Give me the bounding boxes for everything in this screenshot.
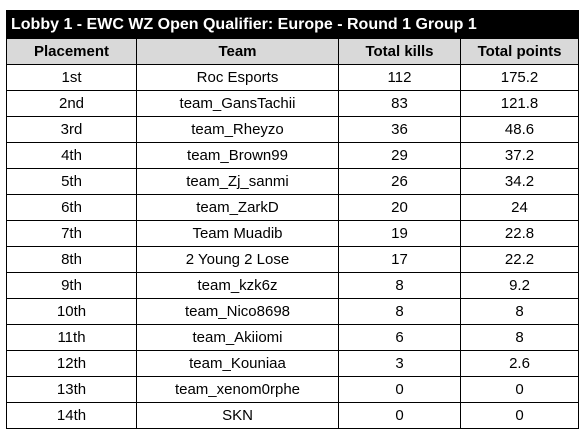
table-cell: 22.8 [459,220,580,247]
table-row: 4th team_Brown99 29 37.2 [6,142,580,169]
table-cell: 9th [6,272,137,299]
table-cell: 8 [459,324,580,351]
table-row: 12th team_Kouniaa 3 2.6 [6,350,580,377]
title-row: Lobby 1 - EWC WZ Open Qualifier: Europe … [5,10,580,39]
table-cell: 24 [459,194,580,221]
table-row: 8th 2 Young 2 Lose 17 22.2 [6,246,580,273]
table-cell: 17 [338,246,461,273]
table-cell: 4th [6,142,137,169]
table-row: 5th team_Zj_sanmi 26 34.2 [6,168,580,195]
table-cell: 12th [6,350,137,377]
table-cell: 37.2 [459,142,580,169]
table-cell: team_GansTachii [136,90,339,117]
table-cell: 3 [338,350,461,377]
table-cell: team_kzk6z [136,272,339,299]
header-row: Placement Team Total kills Total points [6,38,580,65]
table-cell: team_Nico8698 [136,298,339,325]
table-cell: 36 [338,116,461,143]
table-cell: 0 [459,402,580,429]
table-row: 14th SKN 0 0 [6,402,580,429]
table-cell: 19 [338,220,461,247]
table-cell: 11th [6,324,137,351]
table-cell: team_Kouniaa [136,350,339,377]
table-cell: Team Muadib [136,220,339,247]
table-row: 11th team_Akiiomi 6 8 [6,324,580,351]
table-cell: 6th [6,194,137,221]
table-cell: team_Brown99 [136,142,339,169]
table-cell: team_Rheyzo [136,116,339,143]
table-cell: 112 [338,64,461,91]
table-row: 7th Team Muadib 19 22.8 [6,220,580,247]
column-header: Placement [6,38,137,65]
table-cell: 3rd [6,116,137,143]
table-row: 6th team_ZarkD 20 24 [6,194,580,221]
table-cell: 0 [338,402,461,429]
table-container: Lobby 1 - EWC WZ Open Qualifier: Europe … [5,10,580,429]
table-cell: 34.2 [459,168,580,195]
table-cell: 29 [338,142,461,169]
column-header: Team [136,38,339,65]
table-cell: 8 [459,298,580,325]
column-header: Total points [459,38,580,65]
table-title: Lobby 1 - EWC WZ Open Qualifier: Europe … [5,10,580,39]
table-cell: team_ZarkD [136,194,339,221]
table-cell: team_xenom0rphe [136,376,339,403]
table-body: Lobby 1 - EWC WZ Open Qualifier: Europe … [5,10,580,429]
table-row: 13th team_xenom0rphe 0 0 [6,376,580,403]
table-cell: 121.8 [459,90,580,117]
table-cell: 0 [338,376,461,403]
table-cell: 26 [338,168,461,195]
table-cell: 2 Young 2 Lose [136,246,339,273]
table-cell: 7th [6,220,137,247]
table-cell: 2.6 [459,350,580,377]
table-row: 2nd team_GansTachii 83 121.8 [6,90,580,117]
table-row: 9th team_kzk6z 8 9.2 [6,272,580,299]
table-cell: 8th [6,246,137,273]
table-cell: 83 [338,90,461,117]
table-cell: 0 [459,376,580,403]
table-cell: 8 [338,272,461,299]
table-cell: Roc Esports [136,64,339,91]
table-cell: SKN [136,402,339,429]
table-cell: 6 [338,324,461,351]
column-header: Total kills [338,38,461,65]
table-row: 10th team_Nico8698 8 8 [6,298,580,325]
table-cell: 175.2 [459,64,580,91]
table-cell: 22.2 [459,246,580,273]
table-cell: 20 [338,194,461,221]
table-cell: 13th [6,376,137,403]
table-cell: 5th [6,168,137,195]
table-cell: 48.6 [459,116,580,143]
table-cell: team_Akiiomi [136,324,339,351]
table-row: 1st Roc Esports 112 175.2 [6,64,580,91]
table-cell: 8 [338,298,461,325]
table-cell: 9.2 [459,272,580,299]
table-cell: 14th [6,402,137,429]
table-cell: 10th [6,298,137,325]
table-cell: 1st [6,64,137,91]
results-table: Lobby 1 - EWC WZ Open Qualifier: Europe … [5,10,580,429]
table-cell: 2nd [6,90,137,117]
table-cell: team_Zj_sanmi [136,168,339,195]
table-row: 3rd team_Rheyzo 36 48.6 [6,116,580,143]
